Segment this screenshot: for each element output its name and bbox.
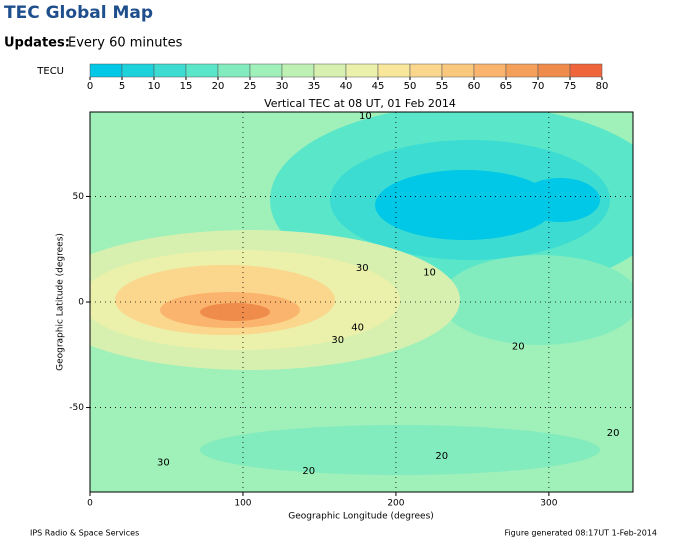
colorbar-cell [505,63,539,78]
updates-value: Every 60 minutes [68,36,183,51]
colorbar-tick-label: 60 [468,81,481,92]
colorbar-tick-label: 20 [212,81,225,92]
contour-label: 20 [607,428,620,439]
colorbar-cell [281,63,315,78]
footer-right: Figure generated 08:17UT 1-Feb-2014 [504,529,657,538]
colorbar-tick-label: 15 [180,81,193,92]
y-tick-label: 50 [73,192,85,202]
colorbar-tick-label: 50 [404,81,417,92]
footer-left: IPS Radio & Space Services [30,529,139,538]
contour-label: 30 [356,263,369,274]
colorbar-tick-label: 80 [596,81,609,92]
x-tick-label: 200 [387,499,404,509]
contour-label: 20 [512,341,525,352]
colorbar-tick-label: 10 [148,81,161,92]
x-tick-label: 100 [234,499,251,509]
x-axis-label: Geographic Longitude (degrees) [288,512,434,522]
colorbar-cell [377,63,411,78]
colorbar-tick-label: 65 [500,81,513,92]
colorbar-cell [121,63,155,78]
contour-label: 20 [302,466,315,477]
colorbar-cell [89,63,123,78]
colorbar-tick-label: 25 [244,81,257,92]
colorbar-label: TECU [36,66,64,77]
colorbar-tick-label: 5 [119,81,125,92]
updates-label: Updates: [4,36,70,51]
x-tick-label: 300 [540,499,557,509]
colorbar-cell [217,63,251,78]
colorbar-cell [249,63,283,78]
contour-label: 10 [423,267,436,278]
map-title: Vertical TEC at 08 UT, 01 Feb 2014 [264,97,456,110]
colorbar-tick-label: 55 [436,81,449,92]
contour-label: 20 [435,451,448,462]
colorbar-cell [313,63,347,78]
colorbar-tick-label: 40 [340,81,353,92]
page-title: TEC Global Map [4,3,153,23]
colorbar-tick-label: 30 [276,81,289,92]
colorbar-cell [185,63,219,78]
colorbar-cell [473,63,507,78]
contour-label: 30 [331,335,344,346]
colorbar-cell [409,63,443,78]
colorbar-tick-label: 45 [372,81,385,92]
y-tick-label: 0 [78,298,84,308]
colorbar-cell [345,63,379,78]
colorbar-tick-label: 70 [532,81,545,92]
colorbar-cell [441,63,475,78]
colorbar-cell [537,63,571,78]
x-tick-label: 0 [87,499,93,509]
y-axis-label: Geographic Latitude (degrees) [56,233,66,371]
contour-label: 40 [351,322,364,333]
contour-label: 30 [157,457,170,468]
tec-field [90,112,633,492]
colorbar-cell [153,63,187,78]
y-tick-label: -50 [69,403,84,413]
colorbar-tick-label: 35 [308,81,321,92]
colorbar-cell [569,63,603,78]
colorbar-tick-label: 0 [87,81,93,92]
colorbar-tick-label: 75 [564,81,577,92]
contour-label: 10 [359,111,372,122]
